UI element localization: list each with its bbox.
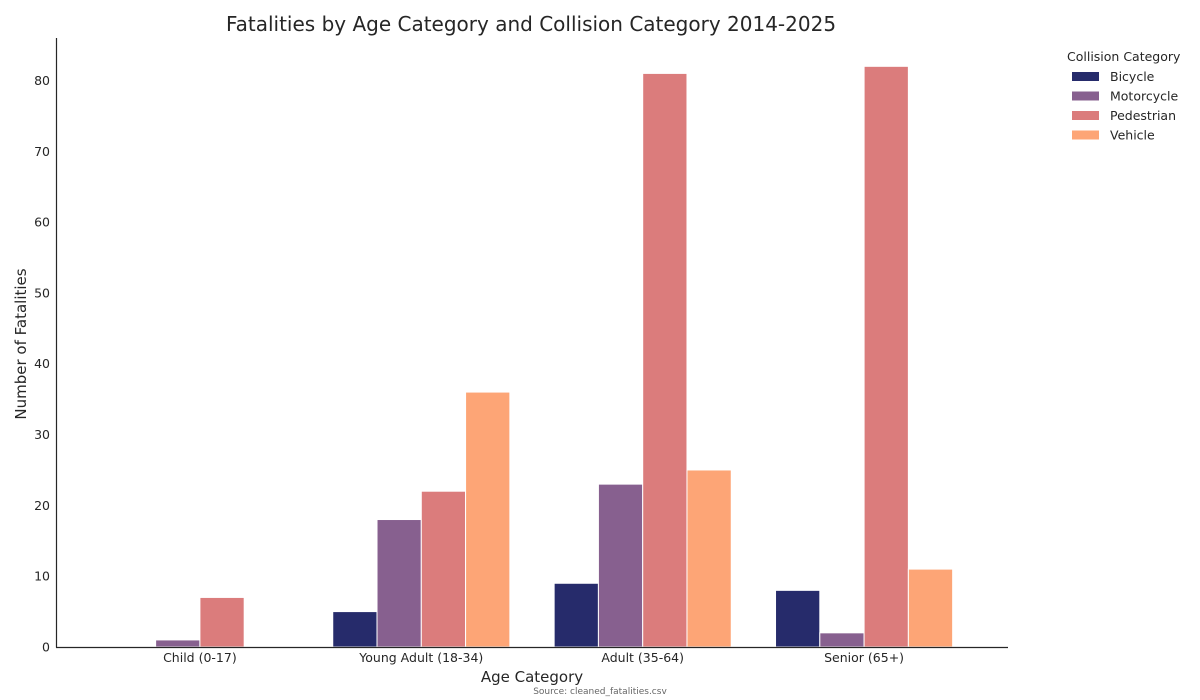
legend-label-pedestrian: Pedestrian [1110, 108, 1176, 123]
y-tick-label: 50 [34, 285, 50, 300]
legend-label-bicycle: Bicycle [1110, 69, 1155, 84]
x-tick-label: Senior (65+) [824, 650, 904, 665]
x-axis-ticks: Child (0-17) Young Adult (18-34) Adult (35… [163, 650, 904, 665]
y-tick-label: 10 [34, 569, 50, 584]
y-tick-label: 0 [42, 640, 50, 655]
bars-group [155, 65, 954, 648]
y-tick-label: 40 [34, 356, 50, 371]
bar-motorcycle-2 [597, 483, 644, 648]
source-caption: Source: cleaned_fatalities.csv [533, 687, 667, 697]
legend-swatch-bicycle [1072, 72, 1099, 81]
x-axis-label: Age Category [481, 668, 583, 686]
bar-bicycle-3 [775, 589, 821, 648]
chart-title: Fatalities by Age Category and Collision… [226, 12, 836, 36]
bar-bicycle-2 [553, 582, 599, 648]
legend-swatch-pedestrian [1072, 111, 1099, 120]
y-axis-label: Number of Fatalities [12, 268, 30, 419]
bar-motorcycle-0 [155, 639, 201, 648]
bar-vehicle-1 [465, 391, 511, 648]
bar-pedestrian-0 [199, 596, 245, 648]
legend-label-motorcycle: Motorcycle [1110, 89, 1178, 104]
bar-pedestrian-3 [863, 65, 909, 648]
legend-swatch-vehicle [1072, 130, 1099, 140]
bar-vehicle-2 [686, 469, 732, 648]
y-axis-ticks: 0 10 20 30 40 50 60 70 80 [34, 73, 50, 655]
legend-label-vehicle: Vehicle [1110, 128, 1155, 143]
bar-bicycle-1 [332, 611, 378, 648]
legend-items: Bicycle Motorcycle Pedestrian Vehicle [1072, 69, 1178, 143]
bar-vehicle-3 [907, 568, 954, 648]
bar-motorcycle-3 [819, 632, 865, 648]
y-tick-label: 20 [34, 498, 50, 513]
y-tick-label: 80 [34, 73, 50, 88]
legend-title: Collision Category [1067, 49, 1181, 64]
x-tick-label: Child (0-17) [163, 650, 237, 665]
y-tick-label: 70 [34, 144, 50, 159]
y-tick-label: 60 [34, 215, 50, 230]
y-tick-label: 30 [34, 427, 50, 442]
bar-motorcycle-1 [376, 519, 422, 648]
x-tick-label: Young Adult (18-34) [358, 650, 483, 665]
bar-pedestrian-2 [642, 72, 688, 648]
legend-swatch-motorcycle [1072, 91, 1099, 101]
x-tick-label: Adult (35-64) [601, 650, 684, 665]
bar-pedestrian-1 [420, 490, 467, 648]
legend: Collision Category Bicycle Motorcycle Pede… [1067, 49, 1181, 143]
